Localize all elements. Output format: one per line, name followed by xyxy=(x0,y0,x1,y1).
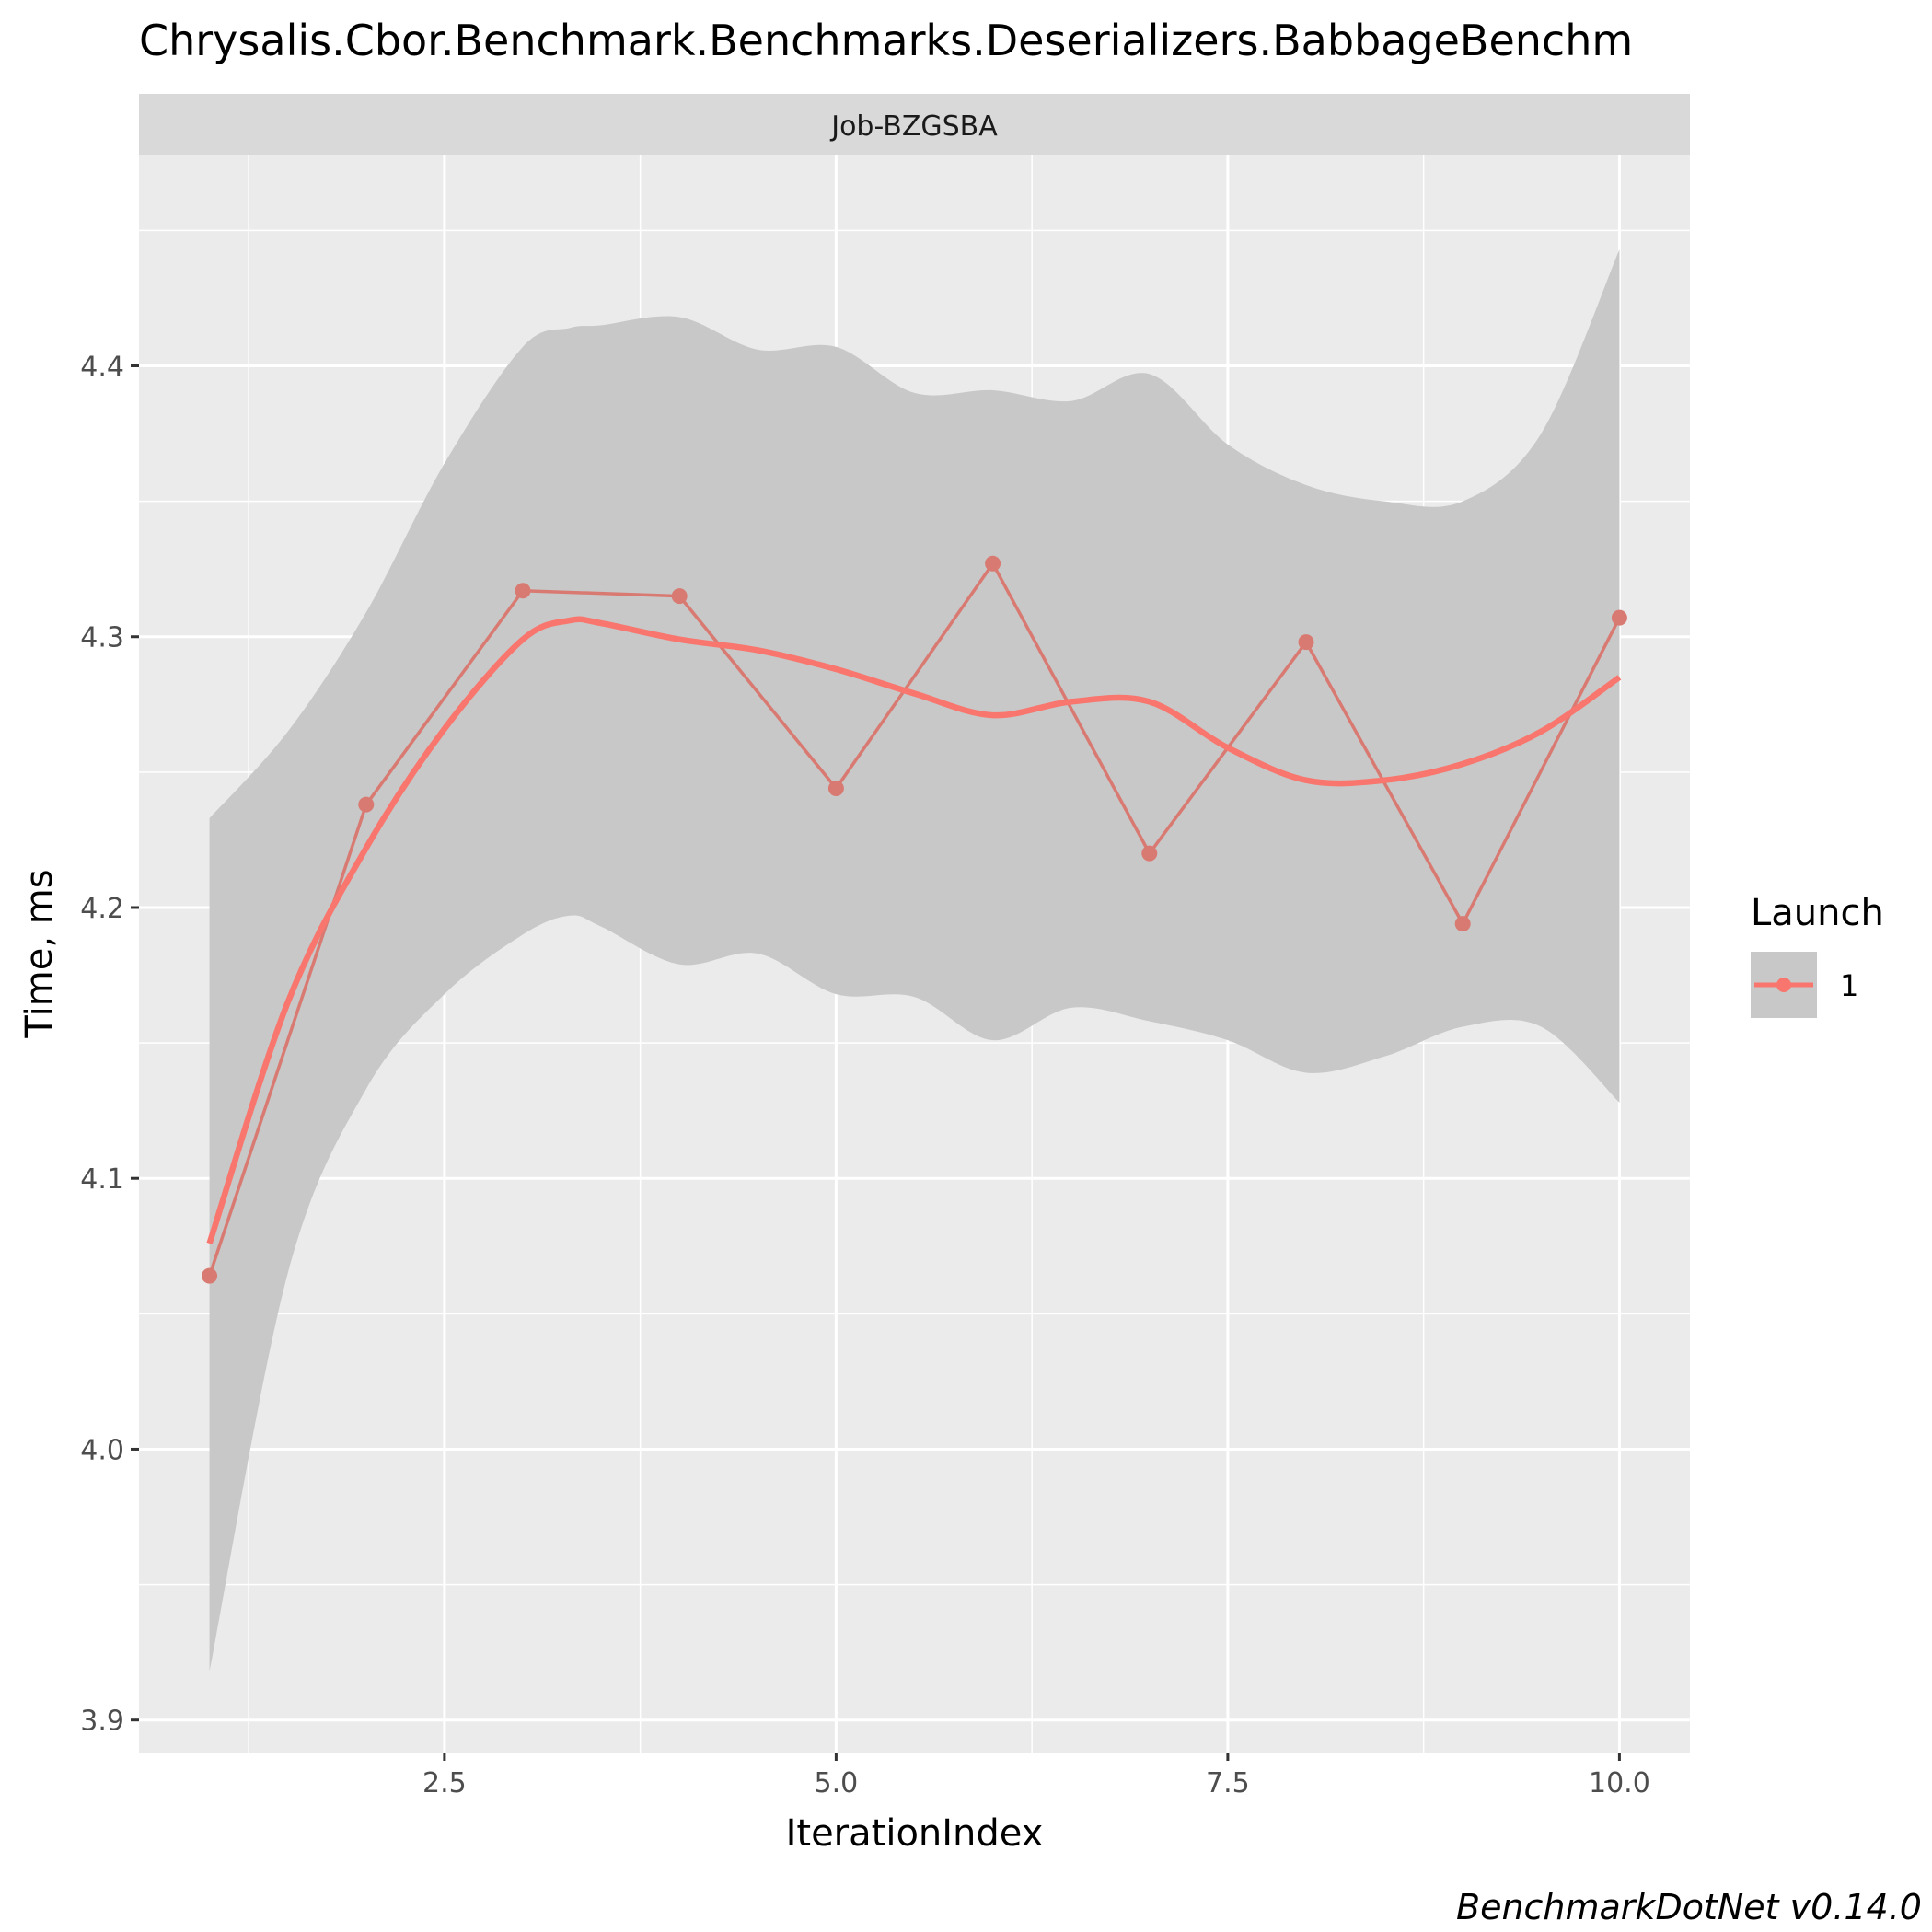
confidence-band-area xyxy=(209,249,1620,1672)
data-point xyxy=(671,588,688,605)
facet-strip-label: Job-BZGSBA xyxy=(829,110,998,143)
data-point xyxy=(202,1267,218,1284)
caption: BenchmarkDotNet v0.14.0 xyxy=(1456,1887,1922,1927)
y-tick-label: 4.2 xyxy=(80,893,124,925)
y-tick-label: 4.3 xyxy=(80,622,124,654)
data-point xyxy=(1298,634,1314,651)
legend-key-point xyxy=(1776,978,1791,992)
legend-title: Launch xyxy=(1751,892,1884,934)
legend-entry-label: 1 xyxy=(1840,968,1858,1003)
data-point xyxy=(1454,916,1471,932)
x-tick-label: 5.0 xyxy=(815,1767,859,1799)
y-axis-ticks: 3.9 4.0 4.1 4.2 4.3 4.4 xyxy=(80,352,139,1738)
y-tick-label: 4.0 xyxy=(80,1434,124,1466)
y-tick-label: 4.1 xyxy=(80,1163,124,1196)
data-point xyxy=(1611,609,1627,626)
x-tick-label: 2.5 xyxy=(422,1767,467,1799)
data-point xyxy=(985,555,1001,572)
data-point xyxy=(358,796,375,813)
data-point xyxy=(1141,845,1158,862)
chart-title: Chrysalis.Cbor.Benchmark.Benchmarks.Dese… xyxy=(139,16,1633,65)
y-tick-label: 3.9 xyxy=(80,1706,124,1738)
smooth-line xyxy=(206,616,1622,1244)
data-point xyxy=(515,583,531,599)
legend: Launch 1 xyxy=(1751,892,1884,1018)
confidence-band xyxy=(209,249,1620,1672)
data-point xyxy=(827,781,844,797)
smooth-layer xyxy=(206,616,1622,1244)
x-tick-label: 10.0 xyxy=(1589,1767,1650,1799)
x-tick-label: 7.5 xyxy=(1206,1767,1250,1799)
y-axis-title: Time, ms xyxy=(18,869,61,1038)
x-axis-title: IterationIndex xyxy=(786,1812,1044,1855)
x-axis-ticks: 2.5 5.0 7.5 10.0 xyxy=(422,1753,1650,1799)
y-tick-label: 4.4 xyxy=(80,352,124,384)
facet-strip xyxy=(139,94,1690,155)
